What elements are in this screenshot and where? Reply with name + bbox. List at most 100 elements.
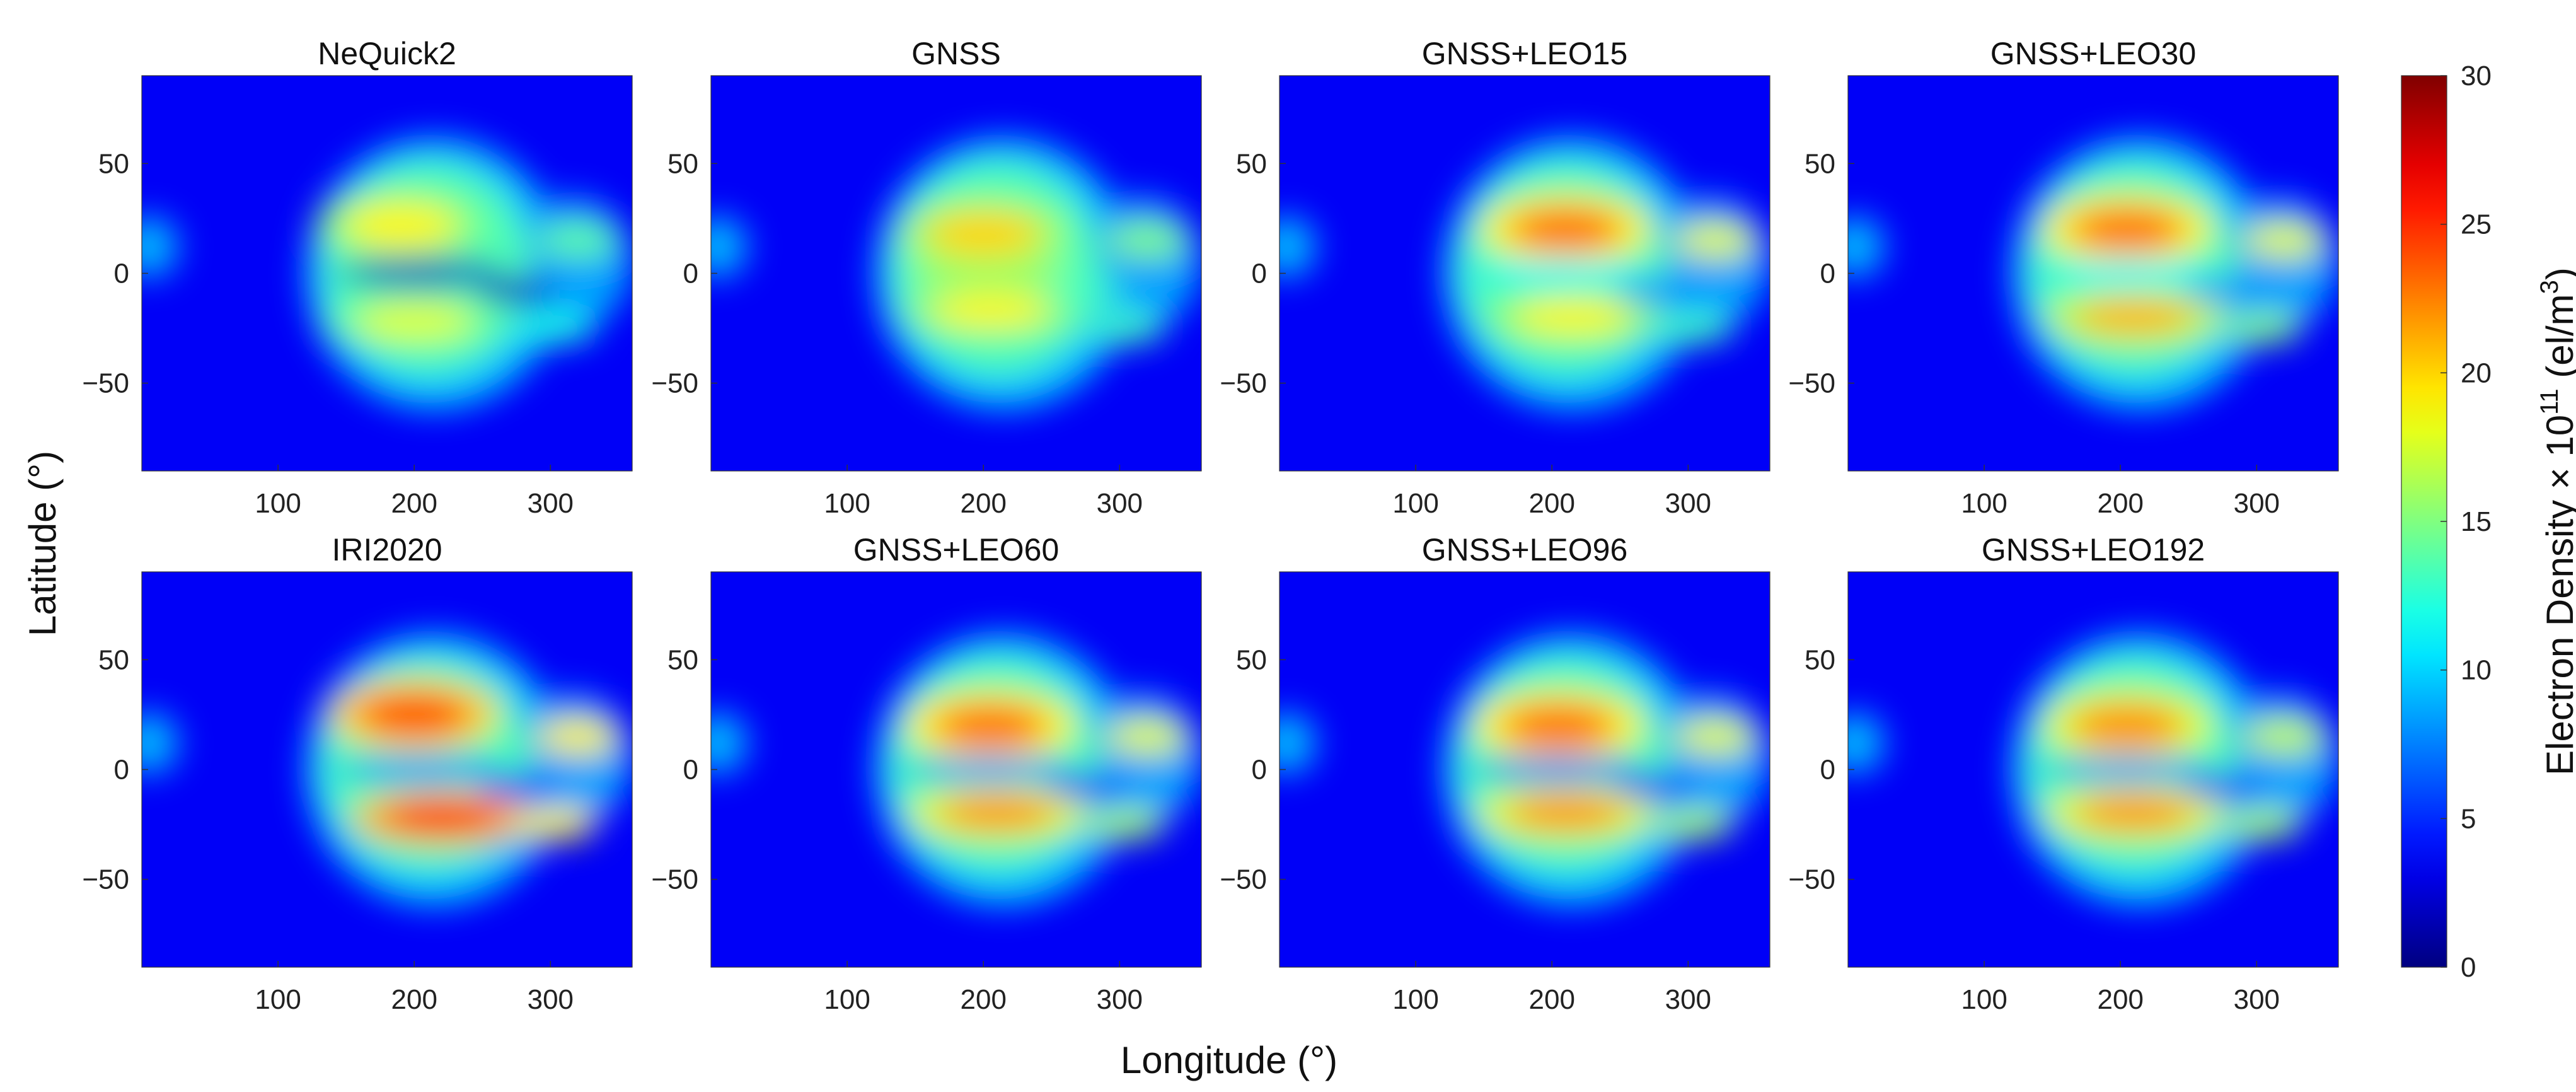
- western-edge-patch: [1279, 216, 1317, 278]
- colorbar-tick-label: 15: [2461, 506, 2492, 537]
- north-crest-tail: [1106, 223, 1188, 258]
- equatorial-trough: [339, 756, 503, 783]
- y-tick-label: 0: [1820, 258, 1835, 289]
- equatorial-trough: [1477, 260, 1641, 287]
- x-tick-label: 100: [1392, 984, 1438, 1015]
- south-crest: [930, 293, 1051, 328]
- x-tick-label: 300: [1665, 984, 1711, 1015]
- x-tick-label: 200: [961, 984, 1007, 1015]
- density-contours: [711, 633, 1201, 906]
- south-crest-tail: [1656, 809, 1733, 840]
- y-tick-label: 0: [114, 755, 129, 786]
- y-tick-label: 0: [683, 258, 698, 289]
- panel-title: GNSS+LEO60: [853, 532, 1060, 567]
- south-crest-tail: [1088, 313, 1165, 344]
- western-edge-patch: [1279, 712, 1317, 774]
- density-contours: [1279, 137, 1770, 410]
- x-tick-label: 300: [528, 488, 574, 519]
- x-tick-label: 300: [1097, 984, 1143, 1015]
- south-crest: [354, 304, 475, 339]
- x-tick-label: 100: [255, 984, 301, 1015]
- y-tick-label: 0: [1252, 755, 1267, 786]
- south-crest-tail: [519, 809, 596, 840]
- western-edge-patch: [142, 712, 179, 774]
- colorbar-tick-label: 5: [2461, 803, 2476, 834]
- y-axis-label: Latitude (°): [21, 451, 64, 636]
- y-tick-label: −50: [1220, 864, 1267, 895]
- equatorial-trough-east: [478, 774, 555, 801]
- y-tick-label: 0: [1820, 755, 1835, 786]
- north-crest: [2070, 704, 2185, 748]
- south-crest: [937, 796, 1057, 832]
- south-crest-tail: [1088, 809, 1165, 840]
- equatorial-trough: [2045, 756, 2209, 783]
- south-crest-tail: [1656, 313, 1733, 344]
- panels: NeQuick2 50 0 −50 100 200 300 GNSS 50 0 −50 100 200 3…: [82, 36, 2339, 1015]
- x-tick-label: 200: [1529, 488, 1575, 519]
- panel-gnss-leo96: GNSS+LEO96 50 0 −50 100 200 300: [1220, 532, 1770, 1015]
- panel-gnss: GNSS 50 0 −50 100 200 300: [651, 36, 1202, 519]
- x-tick-label: 100: [1961, 488, 2007, 519]
- density-field: [1279, 76, 1770, 471]
- panel-iri2020: IRI2020 50 0 −50 100 200 300: [82, 532, 633, 1015]
- panel-title: GNSS: [911, 36, 1001, 71]
- north-crest: [1508, 207, 1623, 252]
- x-tick-label: 300: [1097, 488, 1143, 519]
- colorbar-gradient: [2401, 75, 2447, 968]
- x-tick-label: 300: [528, 984, 574, 1015]
- western-edge-patch: [142, 216, 179, 278]
- y-tick-label: 50: [1236, 644, 1267, 675]
- panel-title: NeQuick2: [318, 36, 456, 71]
- y-tick-label: 50: [667, 148, 698, 179]
- x-tick-label: 200: [2098, 488, 2144, 519]
- density-field: [142, 76, 632, 471]
- y-tick-label: 50: [98, 644, 129, 675]
- north-crest: [357, 692, 471, 737]
- equatorial-trough-east: [1047, 774, 1124, 801]
- panel-title: GNSS+LEO15: [1422, 36, 1628, 71]
- y-tick-label: 50: [667, 644, 698, 675]
- colorbar-tick-label: 20: [2461, 357, 2492, 388]
- x-tick-label: 300: [2234, 488, 2280, 519]
- density-field: [1848, 76, 2338, 471]
- north-crest: [343, 203, 458, 247]
- colorbar: 0 5 10 15 20 25 30 Electron Density × 1011 (el/…: [2401, 61, 2576, 983]
- x-tick-label: 100: [1392, 488, 1438, 519]
- western-edge-patch: [1848, 712, 1885, 774]
- density-contours: [142, 633, 632, 906]
- panel-title: GNSS+LEO30: [1990, 36, 2197, 71]
- equatorial-trough-east: [1615, 774, 1692, 801]
- north-crest: [933, 704, 1048, 748]
- north-crest-tail: [536, 719, 619, 755]
- y-tick-label: 0: [1252, 258, 1267, 289]
- colorbar-tick-label: 25: [2461, 209, 2492, 240]
- north-crest-tail: [2243, 223, 2325, 258]
- south-crest-tail: [2225, 809, 2302, 840]
- x-tick-label: 200: [2098, 984, 2144, 1015]
- x-tick-label: 200: [1529, 984, 1575, 1015]
- south-crest: [381, 800, 502, 835]
- density-contours: [711, 137, 1201, 410]
- colorbar-label-part: 3: [2536, 280, 2563, 294]
- colorbar-label-part: (el/m: [2539, 294, 2576, 388]
- colorbar-label-part: 11: [2536, 388, 2563, 415]
- panel-title: GNSS+LEO96: [1422, 532, 1628, 567]
- north-crest-tail: [2243, 719, 2325, 755]
- y-tick-label: −50: [651, 368, 698, 399]
- south-crest: [1505, 796, 1626, 832]
- north-crest-tail: [536, 223, 619, 258]
- equatorial-trough: [1477, 756, 1641, 783]
- x-tick-label: 200: [391, 488, 437, 519]
- density-contours: [142, 137, 632, 410]
- equatorial-trough-east: [478, 277, 555, 305]
- x-tick-label: 300: [1665, 488, 1711, 519]
- y-tick-label: −50: [1788, 368, 1835, 399]
- y-tick-label: 50: [1805, 148, 1835, 179]
- y-tick-label: 0: [683, 755, 698, 786]
- south-crest: [2074, 299, 2194, 335]
- y-tick-label: 50: [98, 148, 129, 179]
- y-tick-label: 50: [1236, 148, 1267, 179]
- south-crest-tail: [2225, 313, 2302, 344]
- western-edge-patch: [711, 216, 748, 278]
